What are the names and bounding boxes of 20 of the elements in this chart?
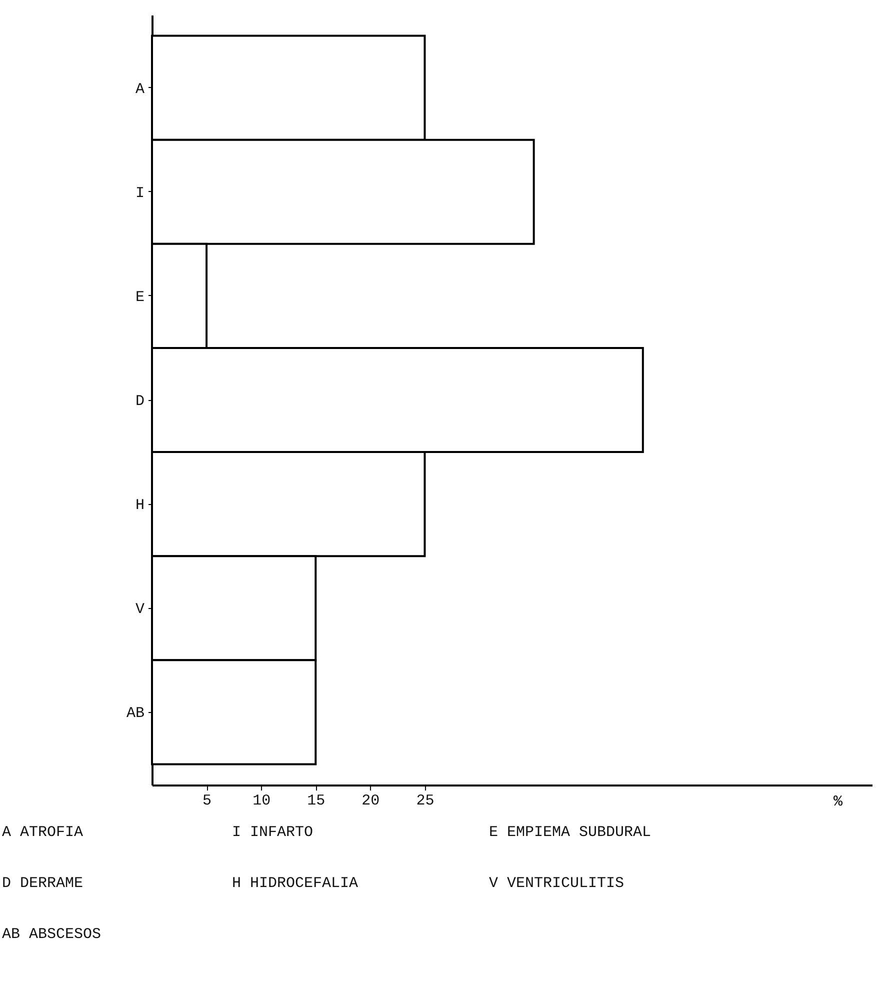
y-tick-label: A — [135, 80, 144, 98]
text: H HIDROCEFALIA — [232, 875, 360, 892]
text: D DERRAME — [2, 875, 84, 892]
y-tick-label: E — [135, 288, 144, 306]
y-tick-label: I — [135, 184, 144, 202]
x-tick-label: 15 — [307, 792, 326, 810]
x-tick-label: 25 — [416, 792, 434, 810]
text: E EMPIEMA SUBDURAL — [489, 824, 652, 841]
y-tick-label: D — [135, 393, 144, 410]
x-tick-label: 10 — [252, 792, 271, 810]
x-tick-label: 20 — [362, 792, 380, 810]
y-tick-label: AB — [126, 705, 144, 722]
y-tick-label: H — [135, 497, 144, 514]
x-axis-title: % — [833, 794, 844, 810]
text: AB ABSCESOS — [2, 926, 102, 943]
text: I INFARTO — [232, 824, 314, 841]
x-tick-label: 5 — [202, 792, 212, 810]
y-tick-label: V — [135, 601, 144, 618]
text: V VENTRICULITIS — [489, 875, 626, 892]
text: A ATROFIA — [2, 824, 84, 841]
